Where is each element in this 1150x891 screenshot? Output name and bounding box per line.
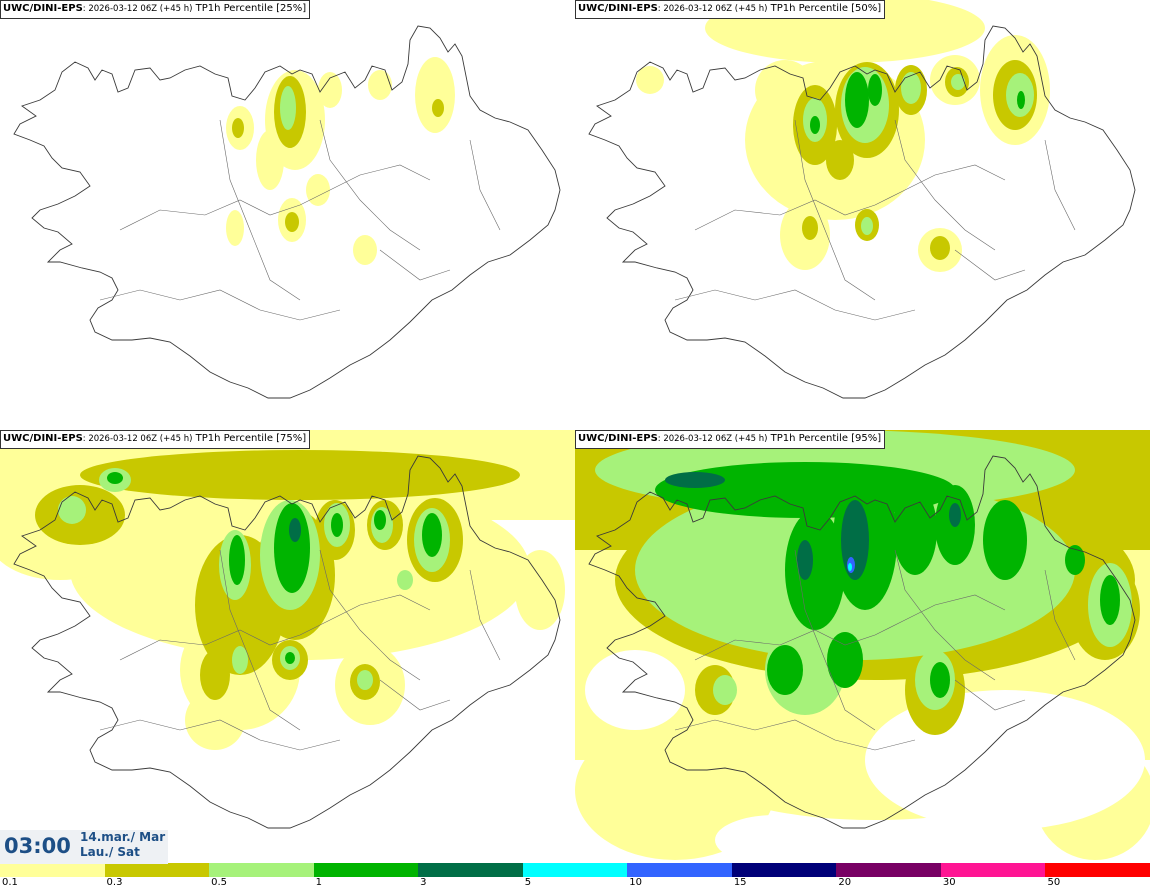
valid-date-line2: Lau./ Sat <box>80 845 140 859</box>
field-name: TP1h Percentile [75%] <box>192 433 307 444</box>
colorbar-segment <box>940 863 1046 877</box>
colorbar-tick-label: 1 <box>315 877 322 888</box>
colorbar-ticks: 0.1 0.3 0.5 1 3 5 10 15 20 30 50 <box>0 877 1150 891</box>
panel-title-p75: UWC/DINI-EPS: 2026-03-12 06Z (+45 h) TP1… <box>0 430 311 449</box>
run-info: : 2026-03-12 06Z (+45 h) <box>657 434 768 444</box>
colorbar-tick-label: 3 <box>420 877 427 888</box>
field-name: TP1h Percentile [95%] <box>767 433 882 444</box>
colorbar-segment <box>1045 863 1150 877</box>
map-panel-p50: UWC/DINI-EPS: 2026-03-12 06Z (+45 h) TP1… <box>575 0 1150 430</box>
precip-map-p95 <box>575 430 1150 860</box>
colorbar-segment <box>627 863 733 877</box>
precip-map-p50 <box>588 0 1136 399</box>
colorbar-tick-label: 0.1 <box>2 877 18 888</box>
run-info: : 2026-03-12 06Z (+45 h) <box>657 4 768 14</box>
valid-date-line1: 14.mar./ Mar <box>80 830 166 844</box>
colorbar-segment <box>731 863 837 877</box>
colorbar-tick-label: 50 <box>1047 877 1061 888</box>
model-name: UWC/DINI-EPS <box>3 3 83 14</box>
colorbar-segment <box>104 863 210 877</box>
colorbar-tick-label: 30 <box>942 877 956 888</box>
panel-title-p25: UWC/DINI-EPS: 2026-03-12 06Z (+45 h) TP1… <box>0 0 311 19</box>
colorbar-tick-label: 10 <box>629 877 642 888</box>
panel-title-p95: UWC/DINI-EPS: 2026-03-12 06Z (+45 h) TP1… <box>575 430 886 449</box>
model-name: UWC/DINI-EPS <box>578 433 658 444</box>
colorbar-segment <box>418 863 524 877</box>
model-name: UWC/DINI-EPS <box>3 433 83 444</box>
map-panel-p25: UWC/DINI-EPS: 2026-03-12 06Z (+45 h) TP1… <box>0 0 575 430</box>
colorbar-segment <box>522 863 628 877</box>
run-info: : 2026-03-12 06Z (+45 h) <box>82 4 193 14</box>
colorbar-tick-label: 0.3 <box>106 877 123 888</box>
colorbar-tick-label: 20 <box>838 877 852 888</box>
colorbar-tick-label: 5 <box>524 877 532 888</box>
panel-title-p50: UWC/DINI-EPS: 2026-03-12 06Z (+45 h) TP1… <box>575 0 886 19</box>
colorbar-tick-label: 15 <box>733 877 747 888</box>
map-panel-p95: UWC/DINI-EPS: 2026-03-12 06Z (+45 h) TP1… <box>575 430 1150 860</box>
field-name: TP1h Percentile [25%] <box>192 3 307 14</box>
valid-time: 03:00 <box>4 834 71 858</box>
precip-map-p75 <box>0 430 575 829</box>
colorbar-segment <box>313 863 419 877</box>
valid-time-box: 03:00 14.mar./ Mar Lau./ Sat <box>0 830 168 864</box>
colorbar-tick-label: 0.5 <box>211 877 227 888</box>
colorbar-segment <box>836 863 942 877</box>
map-panel-p75: UWC/DINI-EPS: 2026-03-12 06Z (+45 h) TP1… <box>0 430 575 860</box>
colorbar-segment <box>209 863 315 877</box>
run-info: : 2026-03-12 06Z (+45 h) <box>82 434 193 444</box>
colorbar-segment <box>0 863 106 877</box>
precip-colorbar <box>0 863 1150 877</box>
model-name: UWC/DINI-EPS <box>578 3 658 14</box>
field-name: TP1h Percentile [50%] <box>767 3 882 14</box>
precip-map-p25 <box>13 25 561 399</box>
